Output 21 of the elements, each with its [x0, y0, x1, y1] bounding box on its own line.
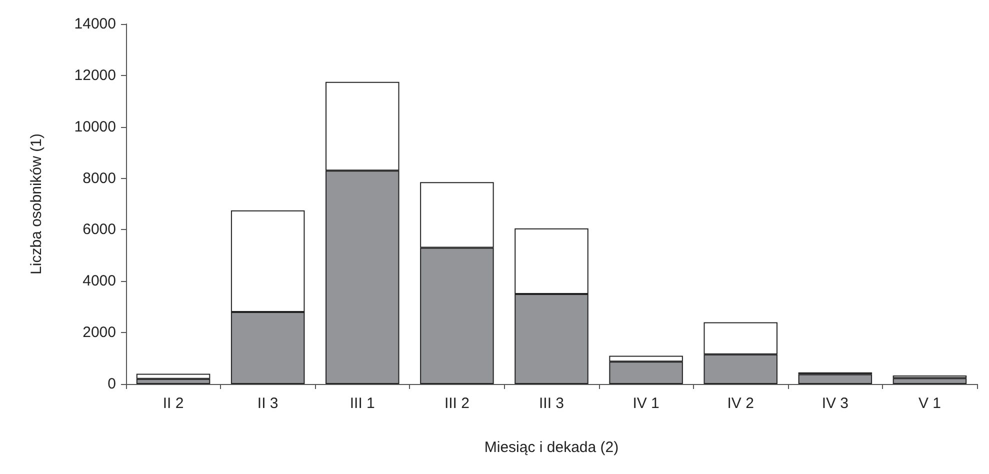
y-tick-label: 6000: [82, 221, 116, 238]
y-tick-label: 12000: [74, 66, 116, 84]
x-tick-label: V 1: [918, 395, 941, 412]
x-tick-label: IV 3: [822, 395, 849, 412]
x-tick-label: III 1: [350, 395, 375, 412]
x-tick-label: IV 1: [632, 395, 660, 412]
x-tick-label: III 2: [444, 395, 470, 412]
bar: [798, 374, 872, 384]
y-axis-title: Liczba osobników (1): [28, 134, 45, 274]
y-tick-label: 0: [108, 376, 116, 392]
x-tick-label: II 2: [162, 395, 184, 412]
y-tick-label: 14000: [74, 16, 116, 32]
x-axis-title: Miesiąc i dekada (2): [484, 439, 619, 456]
x-tick-label: III 3: [538, 395, 564, 412]
y-tick-label: 4000: [82, 272, 116, 290]
y-tick-label: 2000: [82, 324, 116, 342]
bar: [892, 378, 967, 384]
x-tick-label: II 3: [257, 395, 278, 412]
y-tick-label: 10000: [74, 118, 116, 136]
x-tick-label: IV 2: [727, 395, 754, 412]
y-tick-label: 8000: [82, 170, 116, 187]
